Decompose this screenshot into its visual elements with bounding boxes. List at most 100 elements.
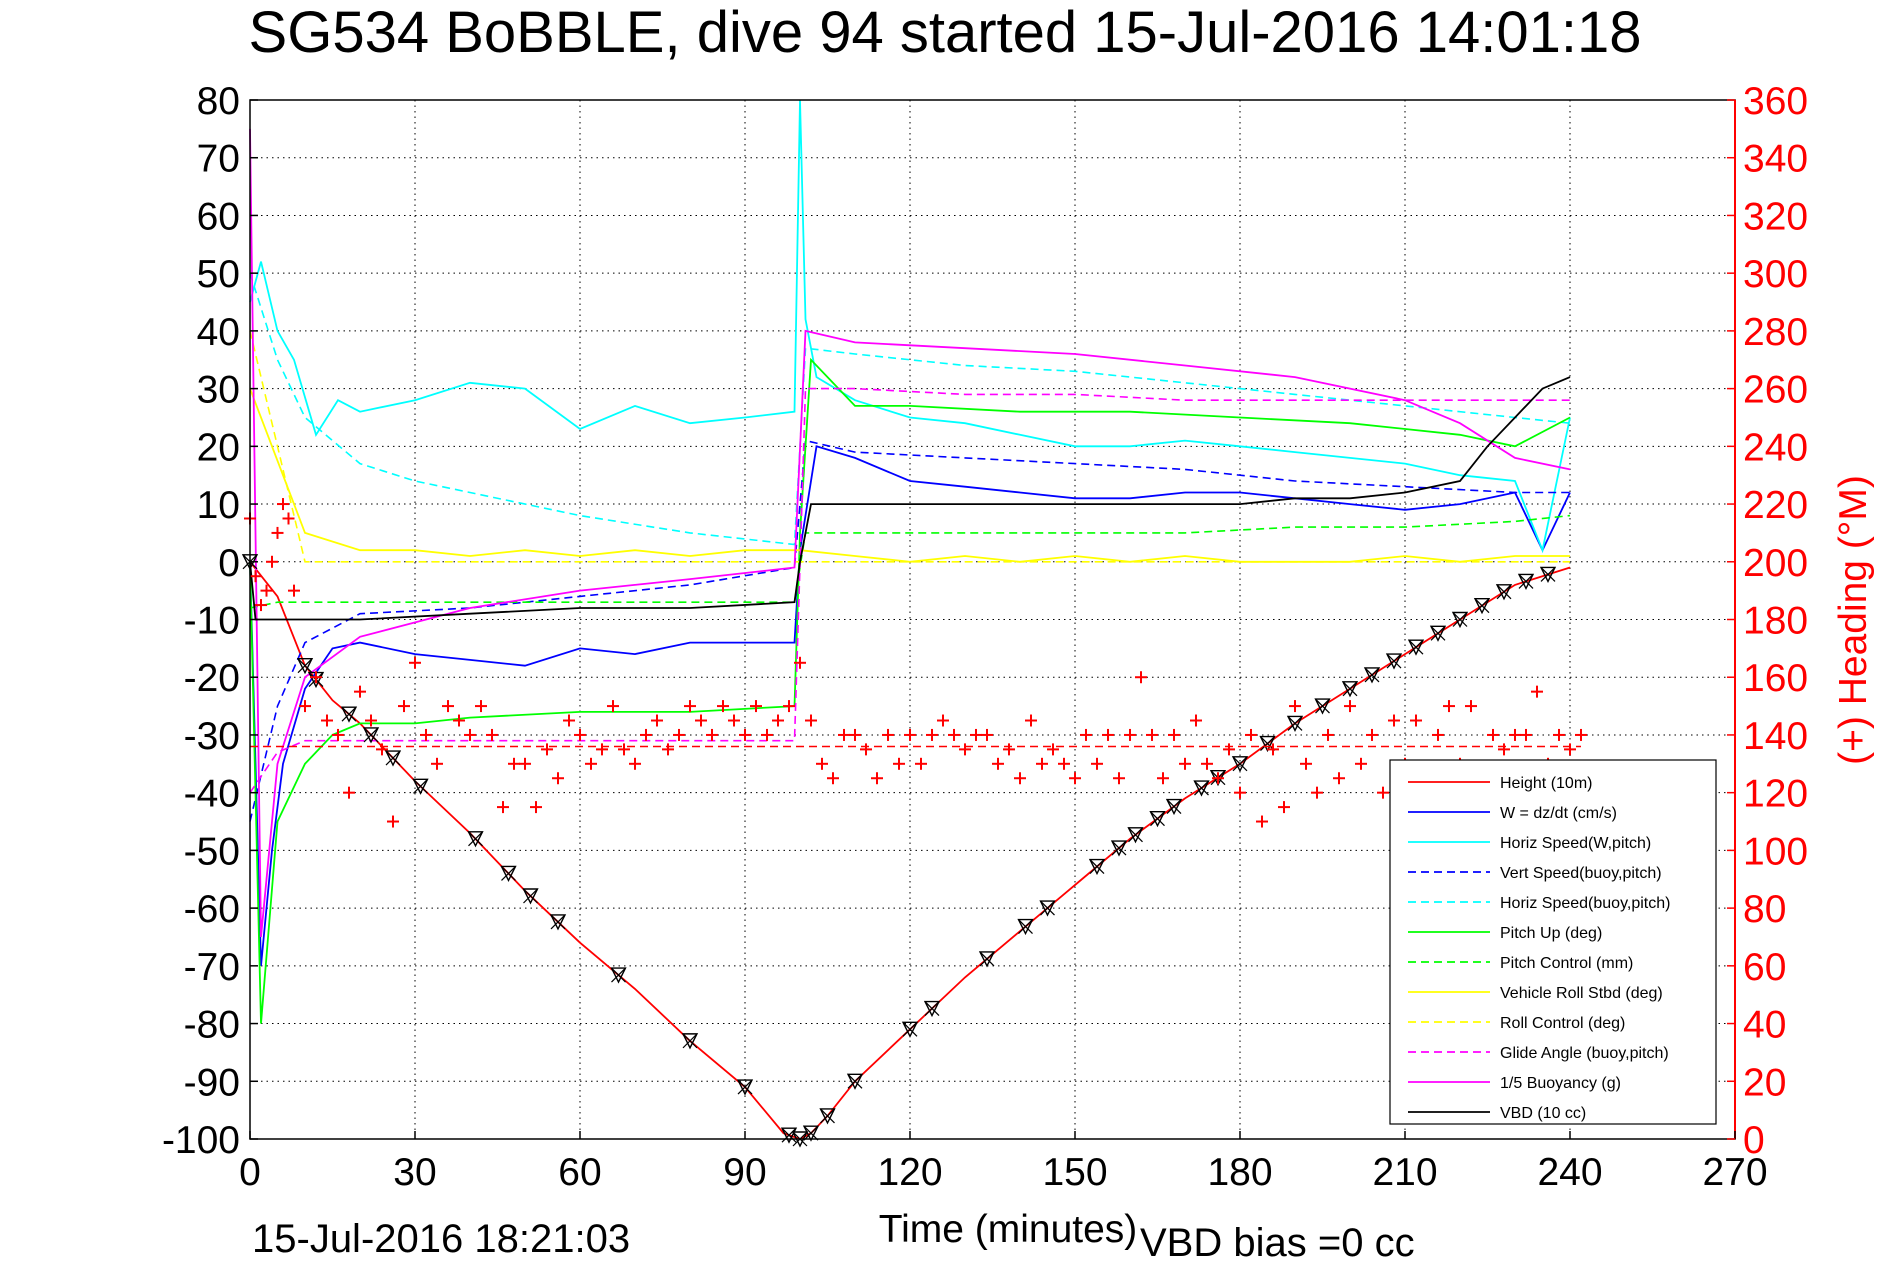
right-axis-label: (+) Heading (°M) — [1832, 475, 1875, 765]
dive-marker — [780, 1127, 798, 1144]
heading-series — [244, 498, 1587, 828]
dive-marker-triangle — [610, 967, 627, 984]
dive-marker-cross-b — [1315, 698, 1330, 714]
y-tick-label: -60 — [184, 888, 240, 931]
heading-point — [629, 757, 641, 770]
heading-point — [1553, 728, 1565, 741]
dive-marker — [978, 951, 996, 968]
dive-marker-triangle — [1039, 900, 1056, 917]
heading-point — [365, 714, 377, 727]
dive-marker-cross-b — [1111, 840, 1127, 856]
dive-marker — [1451, 611, 1469, 629]
heading-point — [1300, 757, 1312, 770]
right-tick-label: 160 — [1743, 657, 1808, 700]
right-tick-label: 340 — [1743, 138, 1808, 181]
dive-marker-triangle — [780, 1127, 798, 1144]
heading-point — [1366, 728, 1378, 741]
legend-label: Pitch Control (mm) — [1500, 955, 1633, 972]
series-vert-speed-buoy-pitch — [249, 439, 1570, 822]
legend-item: Height (10m) — [1408, 775, 1592, 792]
heading-point — [849, 728, 861, 741]
heading-point — [486, 728, 498, 741]
y-tick-label: -100 — [162, 1119, 240, 1162]
dive-marker — [1429, 625, 1447, 642]
y-tick-label: -40 — [184, 773, 240, 816]
heading-point — [249, 570, 262, 583]
dive-marker — [549, 914, 567, 931]
dive-marker — [923, 1000, 941, 1018]
dive-marker — [412, 778, 429, 795]
dive-marker — [467, 831, 484, 848]
y-tick-label: -20 — [184, 657, 240, 700]
heading-point — [1509, 728, 1521, 741]
heading-point — [398, 700, 410, 713]
dive-marker-cross-b — [363, 727, 379, 743]
heading-point — [464, 728, 476, 741]
dive-marker-triangle — [500, 865, 517, 883]
legend-label: Glide Angle (buoy,pitch) — [1500, 1045, 1669, 1062]
heading-point — [618, 743, 630, 756]
heading-point — [1498, 743, 1510, 756]
series-w-dz-dt-cm-s — [249, 445, 1571, 966]
y-tick-label: 20 — [197, 426, 240, 469]
heading-point — [299, 700, 311, 713]
dive-marker-cross-b — [924, 1001, 940, 1016]
heading-point — [1531, 685, 1543, 698]
dive-marker-cross-b — [1260, 736, 1275, 752]
dive-marker-cross-b — [611, 967, 626, 983]
right-tick-label: 20 — [1743, 1061, 1786, 1104]
heading-point — [1135, 671, 1147, 684]
dive-marker — [1314, 698, 1331, 715]
dive-marker-triangle — [1231, 756, 1249, 773]
dive-marker-triangle — [1385, 653, 1403, 670]
heading-point — [596, 743, 608, 756]
dive-marker-cross-b — [979, 951, 995, 967]
legend-label: 1/5 Buoyancy (g) — [1500, 1075, 1621, 1092]
dive-marker-cross-b — [1232, 756, 1248, 772]
y-tick-label: -50 — [184, 830, 240, 873]
heading-point — [772, 714, 784, 727]
heading-point — [750, 700, 762, 713]
heading-point — [1223, 743, 1235, 756]
y-tick-label: 30 — [197, 369, 240, 412]
heading-point — [519, 757, 531, 770]
dive-marker-triangle — [1539, 566, 1557, 584]
y-tick-label: -80 — [184, 1004, 240, 1047]
heading-point — [585, 757, 597, 770]
heading-point — [431, 757, 443, 770]
heading-point — [926, 728, 938, 741]
heading-point — [453, 714, 465, 727]
legend-label: Height (10m) — [1500, 775, 1592, 792]
dive-marker-cross-b — [1150, 811, 1165, 827]
right-tick-label: 300 — [1743, 253, 1808, 296]
dive-marker-triangle — [1149, 810, 1166, 828]
heading-point — [1124, 728, 1136, 741]
right-tick-label: 80 — [1743, 888, 1786, 931]
dive-marker-triangle — [1473, 597, 1491, 615]
heading-point — [310, 671, 322, 684]
dive-marker — [736, 1079, 754, 1096]
dive-marker-triangle — [1314, 698, 1331, 715]
dive-marker — [1110, 840, 1128, 857]
dive-marker — [1341, 681, 1359, 698]
legend-item: VBD (10 cc) — [1408, 1105, 1586, 1122]
dive-marker-cross-b — [1430, 625, 1446, 641]
dive-marker-cross-b — [1166, 799, 1182, 814]
dive-marker-triangle — [412, 778, 429, 795]
right-tick-label: 100 — [1743, 830, 1808, 873]
dive-marker — [1539, 566, 1557, 584]
heading-point — [1014, 772, 1026, 785]
dive-marker-triangle — [467, 831, 484, 848]
heading-point — [260, 584, 273, 597]
heading-point — [1487, 728, 1499, 741]
x-axis-ticks: 0 30 60 90 120 150 180 210 240 270 — [239, 1131, 1768, 1194]
x-tick-label: 30 — [393, 1151, 436, 1194]
heading-point — [1212, 772, 1224, 785]
dive-marker — [1127, 827, 1144, 844]
heading-point — [981, 728, 993, 741]
dive-marker-cross-b — [1518, 573, 1534, 589]
x-tick-label: 150 — [1042, 1151, 1107, 1194]
legend-item: Vehicle Roll Stbd (deg) — [1408, 985, 1663, 1002]
heading-point — [1333, 772, 1345, 785]
heading-point — [1003, 743, 1015, 756]
